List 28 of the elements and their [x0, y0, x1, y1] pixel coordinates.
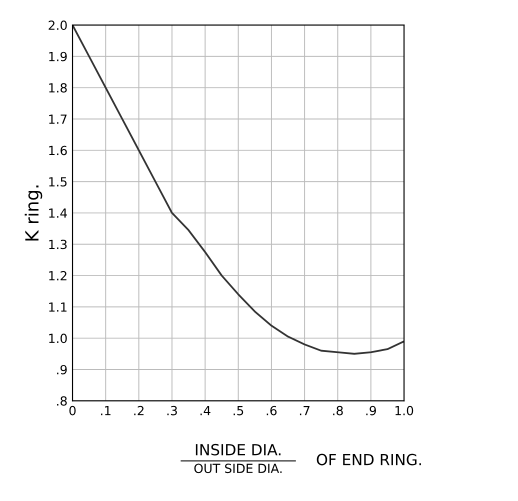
x-axis-title: INSIDE DIA.: [196, 444, 280, 456]
y-tick-label: .9: [57, 364, 67, 374]
y-tick-label: 1.1: [49, 302, 67, 312]
y-tick-label: 1.4: [49, 208, 67, 218]
x-tick-label: .3: [167, 406, 177, 416]
y-tick-label: 2.0: [48, 20, 67, 30]
x-tick-label: .6: [266, 406, 277, 416]
x-tick-label: .5: [234, 406, 244, 416]
y-tick-label: 1.0: [49, 334, 67, 344]
text: OUT SIDE DIA.: [194, 464, 282, 474]
text: OF END RING.: [316, 454, 421, 466]
x-tick-label: .9: [366, 406, 376, 416]
y-tick-label: 1.7: [49, 114, 67, 124]
y-tick-label: 1.5: [49, 177, 67, 187]
y-tick-label: 1.3: [49, 240, 67, 250]
y-axis-title: K ring.: [24, 186, 42, 240]
y-tick-label: .8: [57, 396, 67, 406]
y-tick-label: 1.2: [49, 271, 66, 280]
y-tick-label: 1.8: [49, 83, 67, 93]
x-tick-label: .1: [101, 406, 110, 416]
x-tick-label: .4: [200, 406, 210, 416]
x-tick-label: .7: [300, 406, 310, 416]
x-tick-label: 0: [69, 406, 76, 416]
y-tick-label: 1.9: [49, 52, 67, 62]
x-tick-label: .8: [333, 406, 343, 416]
x-tick-label: .2: [134, 406, 144, 416]
y-tick-label: 1.6: [49, 146, 67, 156]
x-tick-label: 1.0: [395, 406, 414, 416]
